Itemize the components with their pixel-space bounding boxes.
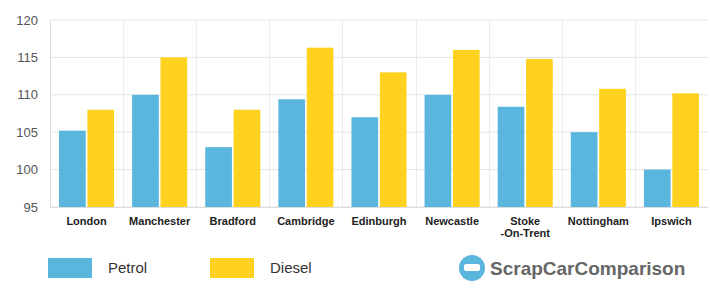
x-tick-label: Newcastle	[425, 215, 479, 227]
y-tick: 100	[16, 162, 50, 177]
y-tick-label: 120	[16, 13, 38, 28]
bar	[59, 131, 86, 207]
x-tick: Edinburgh	[352, 207, 407, 227]
bar	[87, 110, 114, 207]
x-tick-label-line: Manchester	[129, 215, 191, 227]
x-tick-label: Edinburgh	[352, 215, 407, 227]
bar	[161, 57, 188, 207]
bar	[672, 93, 699, 207]
chart: 95 100 105 110 115 120 London Manchester Bradfor…	[0, 0, 710, 303]
x-tick: Bradford	[210, 207, 256, 227]
x-axis: London Manchester Bradford Cambridge Edinbur…	[51, 207, 709, 239]
bar	[453, 50, 480, 207]
bar	[599, 89, 626, 207]
x-tick-label-line: -On-Trent	[500, 227, 550, 239]
bar	[526, 59, 553, 207]
x-tick: Cambridge	[277, 207, 334, 227]
y-tick-label: 115	[17, 50, 38, 65]
bar	[644, 170, 671, 207]
x-tick-label: Cambridge	[277, 215, 334, 227]
category-separator	[562, 20, 563, 207]
legend-item: Petrol	[48, 258, 147, 278]
logo-icon	[459, 255, 485, 281]
bar	[425, 95, 452, 207]
category-separator	[196, 20, 197, 207]
legend: Petrol Diesel	[48, 258, 312, 278]
x-tick: Manchester	[129, 207, 191, 227]
y-tick: 105	[16, 125, 50, 140]
plot: 95 100 105 110 115 120 London Manchester Bradfor…	[16, 13, 708, 240]
y-tick: 115	[17, 50, 50, 65]
bar	[380, 72, 407, 207]
grid	[50, 20, 708, 207]
bar	[351, 117, 378, 207]
y-tick: 120	[16, 13, 50, 28]
category-separator	[635, 20, 636, 207]
x-tick: London	[66, 207, 107, 227]
x-tick-label: London	[66, 215, 107, 227]
x-tick-label: Ipswich	[651, 215, 692, 227]
x-tick-label-line: Stoke	[510, 215, 540, 227]
x-tick-label: Manchester	[129, 215, 191, 227]
x-tick-label-line: Edinburgh	[352, 215, 407, 227]
bar	[307, 48, 334, 207]
category-separator	[416, 20, 417, 207]
bars	[59, 48, 699, 207]
x-tick-label-line: Nottingham	[568, 215, 629, 227]
legend-swatch	[210, 258, 254, 278]
annotation: ScrapCarComparison	[490, 258, 685, 279]
x-tick-label-line: London	[66, 215, 107, 227]
category-separator	[342, 20, 343, 207]
x-tick: Stoke-On-Trent	[500, 207, 550, 239]
bar	[498, 107, 525, 207]
y-axis-line	[50, 21, 51, 208]
category-separator	[269, 20, 270, 207]
x-tick-label-line: Bradford	[210, 215, 256, 227]
x-tick-label-line: Newcastle	[425, 215, 479, 227]
x-tick-label-line: Ipswich	[651, 215, 692, 227]
x-tick: Newcastle	[425, 207, 479, 227]
x-tick: Nottingham	[568, 207, 629, 227]
bar	[571, 132, 598, 207]
legend-swatch	[48, 258, 92, 278]
legend-item: Diesel	[210, 258, 312, 278]
y-tick: 110	[17, 87, 50, 102]
y-tick: 95	[24, 200, 50, 215]
y-tick-label: 110	[17, 87, 38, 102]
y-tick-label: 100	[16, 162, 38, 177]
legend-label: Petrol	[108, 259, 147, 276]
x-tick-label: Nottingham	[568, 215, 629, 227]
y-tick-label: 105	[16, 125, 38, 140]
x-tick: Ipswich	[651, 207, 692, 227]
y-axis: 95 100 105 110 115 120	[16, 13, 50, 215]
x-axis-line	[51, 207, 709, 208]
bar	[132, 95, 159, 207]
bar	[205, 147, 232, 207]
bar	[234, 110, 261, 207]
grid-line	[50, 57, 708, 58]
x-tick-label: Bradford	[210, 215, 256, 227]
bar	[278, 99, 305, 207]
grid-line	[50, 20, 708, 21]
logo-icon-car	[464, 264, 480, 271]
y-tick-label: 95	[24, 200, 38, 215]
category-separator	[123, 20, 124, 207]
x-tick-label: Stoke-On-Trent	[500, 215, 550, 240]
x-tick-label-line: Cambridge	[277, 215, 334, 227]
category-separator	[50, 20, 51, 207]
legend-label: Diesel	[270, 259, 312, 276]
logo: ScrapCarComparison	[459, 255, 685, 281]
category-separator	[489, 20, 490, 207]
